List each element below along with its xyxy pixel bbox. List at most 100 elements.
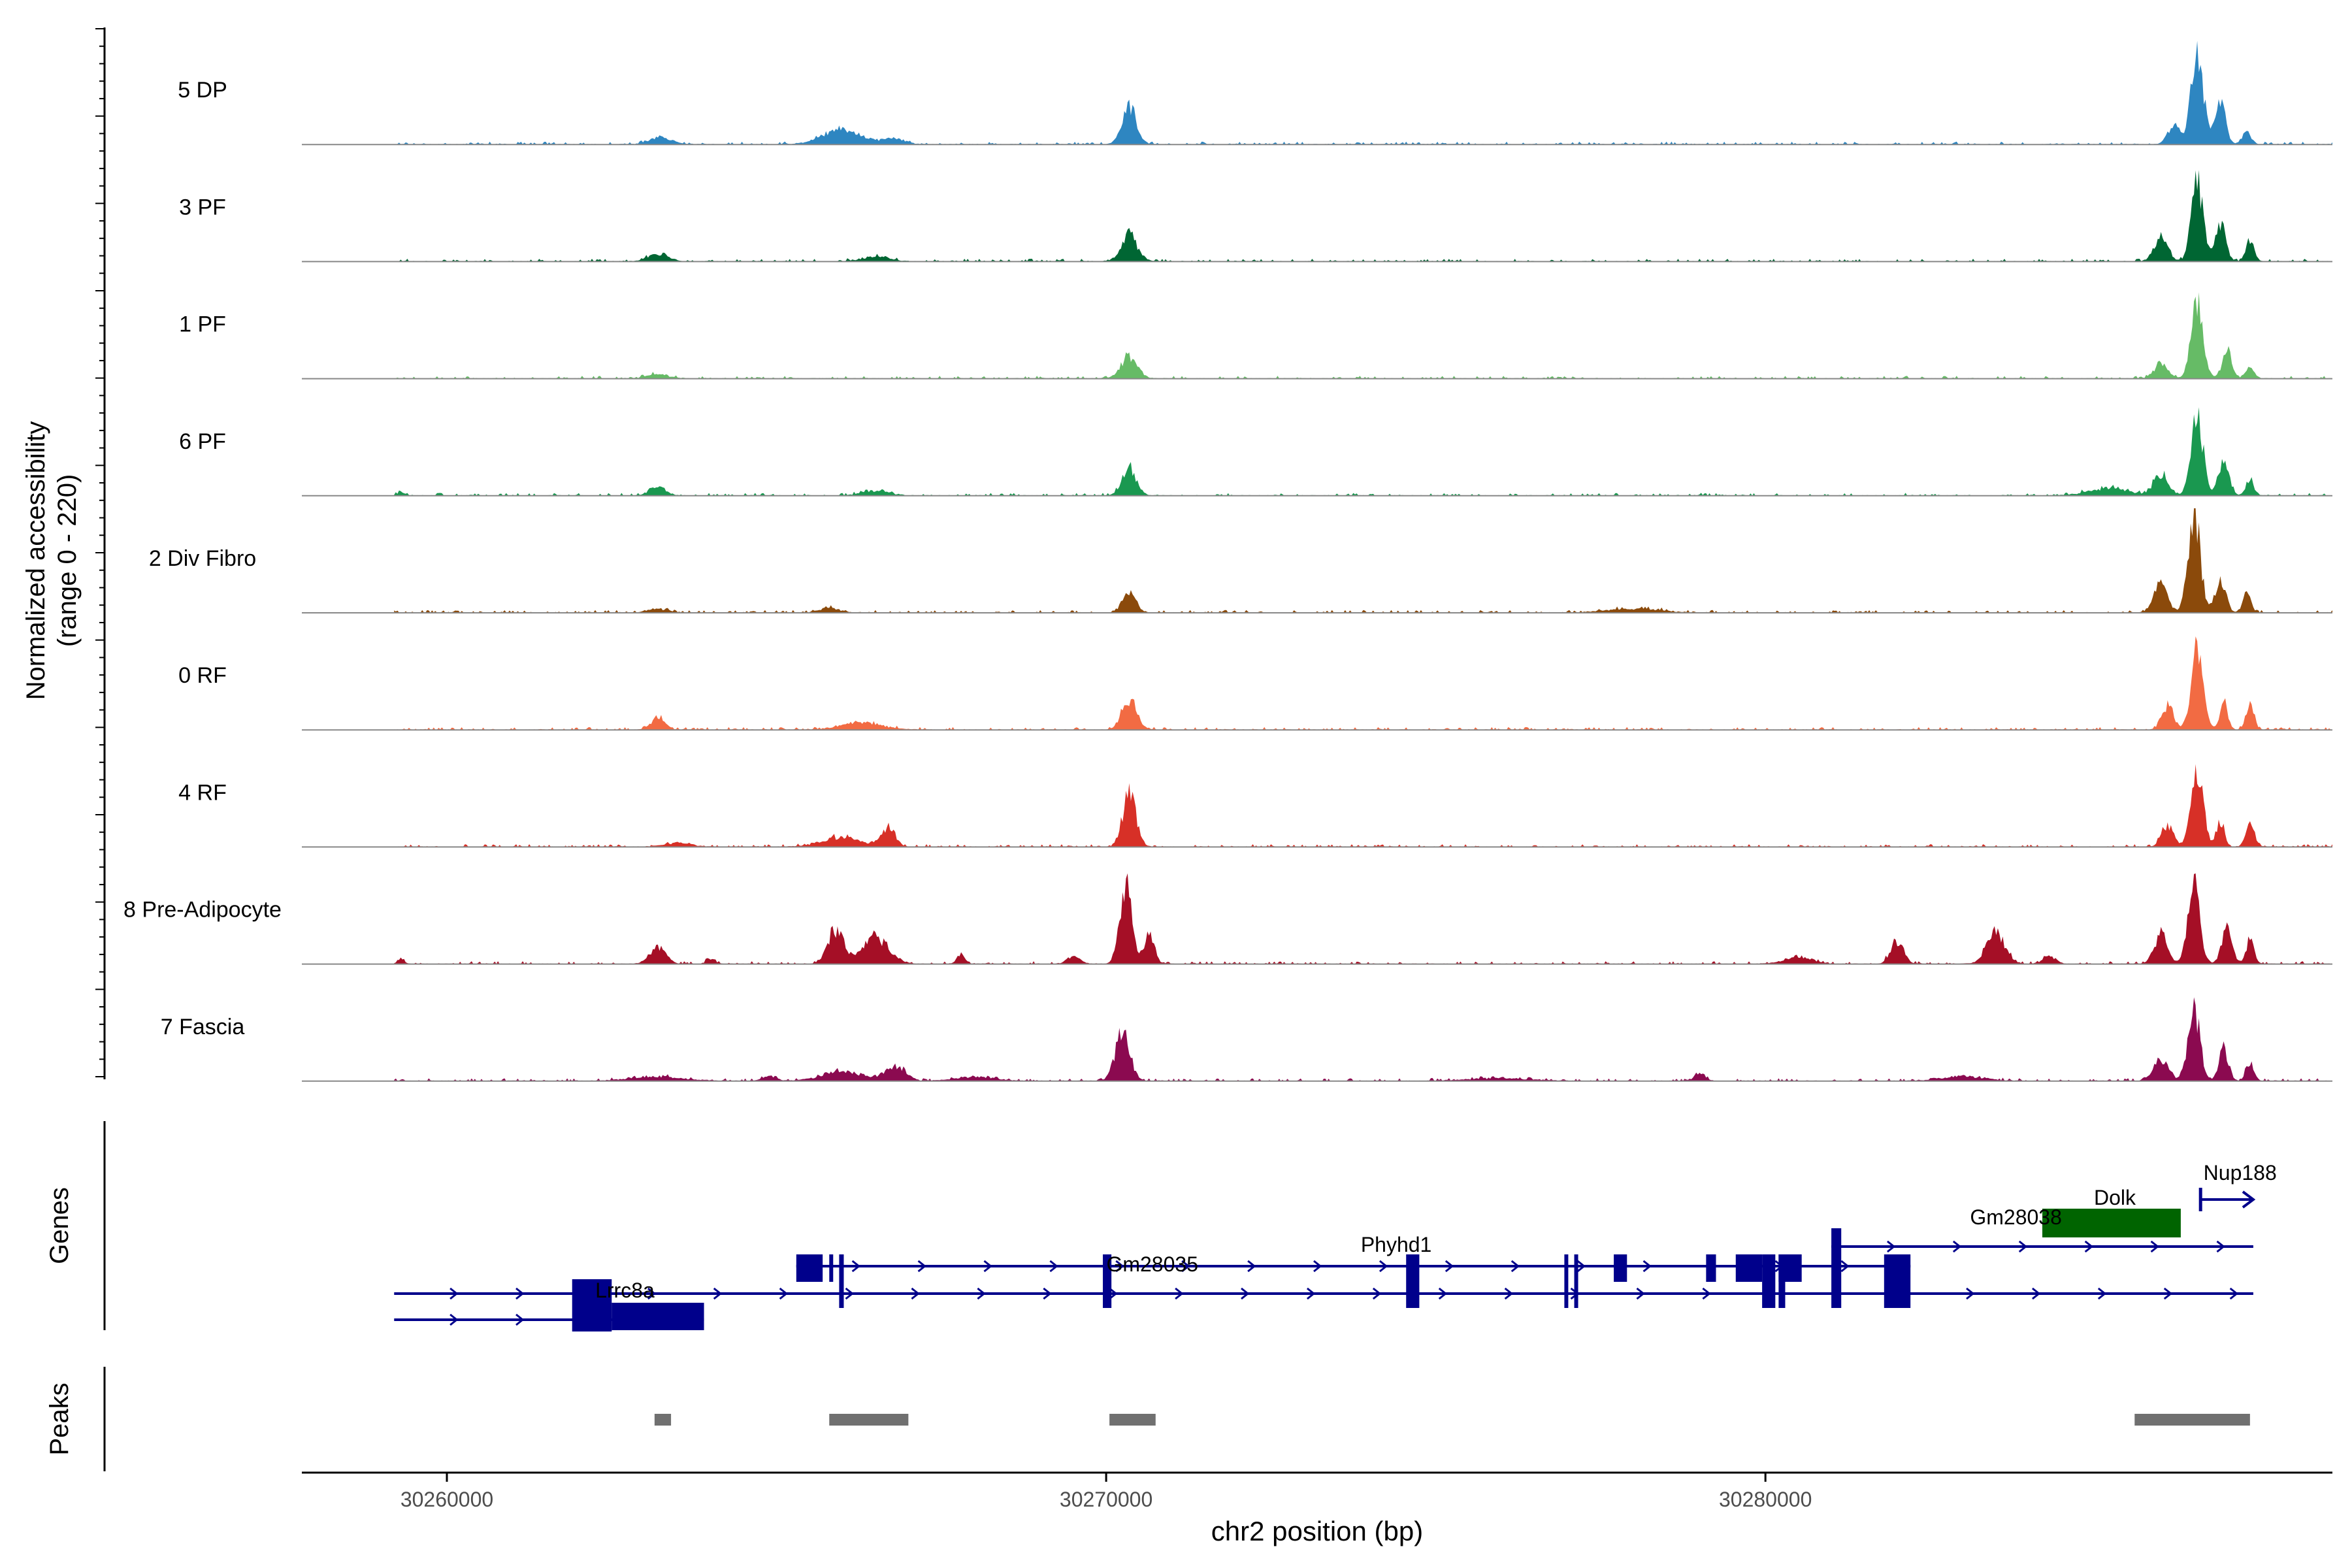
track-label: 6 PF [179,429,226,454]
strand-arrow [1511,1260,1520,1273]
strand-arrow [713,1287,723,1300]
strand-arrow [2097,1287,2107,1300]
genes-panel: Genes Lrrc8a Gm28035 Phyhd1 Gm28038 Dolk Nup1… [45,1121,2277,1331]
x-axis-ticks: 30260000 30270000 30280000 [400,1473,1812,1511]
exon [1103,1254,1112,1308]
strand-arrow [1306,1287,1316,1300]
exon [1706,1254,1716,1282]
track-area-2 [394,292,2332,379]
gene-label: Phyhd1 [1361,1233,1432,1256]
peak-regions [654,1414,2250,1426]
strand-arrow [1115,1260,1124,1273]
strand-arrow [1313,1260,1322,1273]
strand-arrow [1043,1287,1052,1300]
track-area-8 [394,997,2332,1081]
strand-arrow [515,1313,525,1326]
strand-arrow [1636,1287,1645,1300]
strand-arrow [2229,1287,2239,1300]
y-axis-accessibility [95,27,106,1079]
strand-arrow [1840,1260,1850,1273]
exon [1762,1254,1776,1308]
exon [1884,1254,1911,1308]
strand-arrow [1886,1240,1896,1253]
track-label: 0 RF [178,663,227,688]
strand-arrow [1504,1287,1514,1300]
exon [1831,1228,1842,1308]
track-label: 3 PF [179,195,226,220]
strand-arrow [1445,1260,1454,1273]
strand-arrow [2031,1287,2041,1300]
strand-arrow [1372,1287,1382,1300]
strand-arrow [1576,1260,1586,1273]
strand-arrow [983,1260,992,1273]
y-axis-label-line2: (range 0 - 220) [53,474,82,647]
x-tick-label: 30260000 [400,1488,493,1511]
x-tick-label: 30270000 [1060,1488,1152,1511]
exon [796,1254,823,1282]
accessibility-tracks: 5 DP 3 PF 1 PF 6 PF 2 Div Fibro 0 RF 4 RF 8 Pre… [123,41,2332,1082]
gene-label: Gm28035 [1106,1252,1198,1276]
track-area-5 [394,636,2332,730]
track-label: 1 PF [179,312,226,337]
gene-annotations: Lrrc8a Gm28035 Phyhd1 Gm28038 Dolk Nup188 [394,1161,2277,1331]
strand-arrow [2163,1287,2173,1300]
track-area-3 [394,407,2332,496]
gene-label: Dolk [2094,1186,2136,1209]
strand-arrow [647,1287,657,1300]
exon [839,1254,844,1308]
peak-region [829,1414,909,1426]
strand-arrow [1379,1260,1388,1273]
strand-arrow [2216,1240,2225,1253]
exon [1409,1254,1414,1282]
gene-label: Nup188 [2204,1161,2277,1184]
y-axis-label-line1: Normalized accessibility [22,421,50,700]
exon [572,1279,612,1331]
track-area-6 [394,764,2332,847]
strand-arrow [2150,1240,2159,1253]
strand-arrow [1181,1260,1190,1273]
x-axis: 30260000 30270000 30280000 chr2 position (… [302,1471,2332,1546]
strand-arrow [1175,1287,1184,1300]
strand-arrow [779,1287,789,1300]
exon [1778,1254,1802,1282]
strand-arrow [2242,1190,2256,1209]
strand-arrow [449,1313,459,1326]
track-area-1 [394,170,2332,262]
strand-arrow [1642,1260,1652,1273]
strand-arrow [1438,1287,1448,1300]
x-tick-label: 30280000 [1719,1488,1812,1511]
strand-arrow [1702,1287,1711,1300]
genes-label: Genes [45,1187,74,1264]
strand-arrow [1952,1240,1962,1253]
track-label: 4 RF [178,780,227,805]
track-area-0 [394,41,2332,145]
strand-arrow [1966,1287,1975,1300]
exon [1564,1254,1569,1308]
strand-arrow [911,1287,920,1300]
track-label: 2 Div Fibro [149,546,256,571]
exon [1574,1254,1578,1308]
exon [1614,1254,1627,1282]
strand-arrow [917,1260,926,1273]
track-label: 8 Pre-Adipocyte [123,898,282,923]
exon [612,1303,704,1330]
strand-arrow [1247,1260,1256,1273]
strand-arrow [1241,1287,1250,1300]
peak-region [654,1414,672,1426]
exon [829,1254,834,1282]
strand-arrow [2084,1240,2094,1253]
peak-region [1109,1414,1156,1426]
strand-arrow [1049,1260,1058,1273]
x-axis-label: chr2 position (bp) [1211,1516,1424,1546]
strand-arrow [1109,1287,1118,1300]
strand-arrow [977,1287,986,1300]
track-area-7 [394,873,2332,964]
gene-label: Gm28038 [1970,1205,2062,1229]
track-area-4 [394,508,2332,613]
strand-arrow [515,1287,525,1300]
dolk-exon [2042,1209,2181,1237]
strand-arrow [449,1287,459,1300]
strand-arrow [851,1260,861,1273]
strand-arrow [845,1287,854,1300]
